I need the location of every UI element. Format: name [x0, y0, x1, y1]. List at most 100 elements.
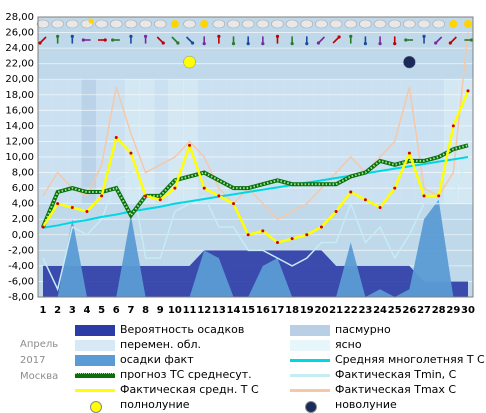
wind-arrow-head — [275, 34, 280, 39]
cloud-icon — [403, 19, 416, 29]
sun-icon — [464, 20, 472, 28]
series-line — [41, 90, 470, 244]
x-tick-label: 2 — [54, 305, 61, 316]
wind-arrow-head — [422, 34, 426, 39]
mean-temp-point — [261, 229, 265, 233]
x-tick-label: 9 — [157, 305, 164, 316]
cloud-icon — [271, 19, 284, 29]
x-tick-label: 29 — [446, 305, 460, 316]
mean-temp-point — [305, 233, 309, 237]
wind-arrow-head — [448, 41, 452, 45]
x-tick-label: 27 — [417, 305, 431, 316]
y-tick-label: -6,00 — [8, 276, 34, 287]
cloud-icon — [124, 19, 138, 29]
wind-arrow-head — [434, 41, 438, 45]
x-tick-label: 21 — [329, 305, 343, 316]
y-tick-label: 10,00 — [5, 152, 34, 163]
cloud-icon — [329, 19, 343, 29]
wind-arrow-head — [190, 41, 195, 45]
x-tick-label: 23 — [358, 305, 372, 316]
wind-arrow-head — [337, 35, 341, 39]
cloud-icon — [183, 19, 196, 29]
mean-temp-point — [422, 194, 426, 198]
cloud-icon — [388, 19, 402, 29]
x-tick-label: 15 — [241, 305, 255, 316]
cloud-icon — [373, 19, 387, 29]
meta-city: Москва — [20, 371, 59, 382]
wind-arrow-head — [38, 41, 42, 45]
cloud-icon — [95, 19, 108, 29]
new-moon-marker — [403, 55, 416, 69]
cloud-icon — [256, 19, 270, 29]
mean-temp-point — [188, 143, 192, 147]
wind-arrow-head — [378, 42, 382, 46]
y-tick-label: 26,00 — [5, 28, 34, 39]
x-tick-label: 11 — [183, 305, 197, 316]
y-tick-label: 16,00 — [5, 105, 34, 116]
x-tick-label: 13 — [212, 305, 226, 316]
x-tick-label: 5 — [98, 305, 105, 316]
x-tick-label: 1 — [40, 305, 47, 316]
mean-temp-point — [290, 237, 294, 241]
y-tick-label: 0,00 — [12, 230, 34, 241]
x-tick-label: 10 — [168, 305, 182, 316]
mean-temp-point — [349, 190, 353, 194]
mean-temp-point — [363, 198, 367, 202]
cloud-icon — [344, 19, 358, 29]
cloud-icon — [417, 19, 431, 29]
cloud-icon — [300, 19, 314, 29]
mean-temp-point — [393, 186, 397, 190]
wind-arrow-head — [111, 38, 115, 42]
y-tick-label: 14,00 — [5, 121, 34, 132]
full-moon-marker — [183, 55, 196, 69]
y-tick-label: -8,00 — [8, 292, 34, 303]
x-tick-label: 3 — [69, 305, 76, 316]
cloud-icon — [51, 19, 64, 29]
cloud-icon — [139, 19, 152, 29]
wind-arrow-head — [470, 38, 474, 42]
wind-arrow-head — [81, 38, 85, 42]
mean-temp-point — [100, 194, 104, 198]
x-tick-label: 25 — [388, 305, 402, 316]
y-tick-label: 24,00 — [5, 43, 34, 54]
mean-temp-point — [275, 241, 279, 245]
y-tick-label: 18,00 — [5, 90, 34, 101]
x-tick-label: 18 — [285, 305, 299, 316]
mean-temp-point — [129, 151, 133, 155]
x-tick-label: 14 — [227, 305, 241, 316]
x-tick-label: 16 — [256, 305, 270, 316]
mean-temp-point — [202, 186, 206, 190]
mean-temp-point — [144, 194, 148, 198]
mean-temp-point — [232, 202, 236, 206]
y-tick-label: -4,00 — [8, 261, 34, 272]
cloud-icon — [212, 19, 226, 29]
x-tick-label: 12 — [197, 305, 211, 316]
sun-icon — [449, 20, 458, 28]
sun-icon — [200, 20, 209, 28]
wind-arrow-head — [129, 34, 133, 39]
y-tick-label: 2,00 — [12, 214, 34, 225]
mean-temp-point — [70, 206, 74, 210]
x-tick-label: 4 — [83, 305, 90, 316]
mean-temp-point — [41, 225, 45, 229]
cloud-icon — [66, 19, 79, 29]
wind-arrow-head — [161, 41, 165, 45]
meta-month: Апрель — [20, 339, 59, 350]
wind-arrow-head — [316, 41, 321, 45]
x-tick-label: 6 — [113, 305, 120, 316]
cloud-icon — [359, 19, 372, 29]
x-tick-label: 17 — [271, 305, 285, 316]
mean-temp-point — [56, 202, 60, 206]
x-tick-label: 24 — [373, 305, 387, 316]
wind-arrow-head — [349, 34, 353, 39]
cloud-icon — [315, 19, 328, 29]
meta-year: 2017 — [20, 355, 46, 366]
wind-arrow-head — [70, 34, 74, 39]
precip-fact-area — [43, 199, 468, 297]
plot-border — [37, 16, 474, 298]
cloud-icon — [109, 19, 123, 29]
wind-arrow-head — [176, 41, 180, 45]
cloud-icon — [227, 19, 240, 29]
mean-temp-point — [466, 89, 470, 93]
cloud-icon — [153, 19, 167, 29]
